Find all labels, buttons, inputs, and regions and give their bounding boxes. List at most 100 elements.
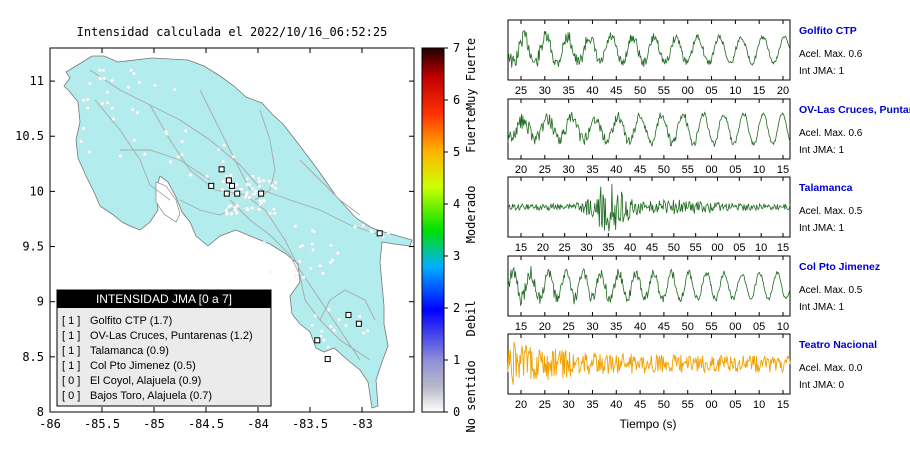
colorbar-tick-label: 4 — [453, 197, 460, 211]
station-marker — [376, 230, 383, 237]
seismogram-tick-label: 05 — [705, 85, 717, 97]
colorbar-class-label: Moderado — [464, 186, 478, 244]
seismogram-tick-label: 45 — [634, 164, 646, 176]
seismogram-tick-label: 00 — [682, 85, 694, 97]
station-dot — [337, 317, 341, 322]
seismogram-tick-label: 20 — [515, 164, 527, 176]
seismogram-tick-label: 05 — [729, 399, 741, 411]
seismogram-int: Int JMA: 1 — [799, 302, 844, 313]
seismogram-tick-label: 50 — [668, 242, 680, 254]
seismogram-tick-label: 20 — [515, 399, 527, 411]
station-dot — [256, 176, 261, 181]
seismogram-tick-label: 10 — [755, 242, 767, 254]
map-x-tick-label: -84 — [247, 417, 269, 431]
highlighted-stations — [208, 166, 383, 363]
legend-box — [56, 289, 272, 407]
seismogram-tick-label: 40 — [610, 164, 622, 176]
station-dot — [365, 328, 370, 333]
station-dot — [328, 260, 333, 265]
station-dot — [235, 211, 239, 215]
station-dot — [250, 206, 254, 210]
map-y-tick-label: 9 — [37, 295, 44, 309]
station-dot — [369, 228, 373, 233]
station-marker — [218, 166, 225, 173]
colorbar-tick-label: 2 — [453, 301, 460, 315]
seismogram-accel: Acel. Max. 0.5 — [799, 206, 863, 217]
colorbar-tick-label: 0 — [453, 405, 460, 419]
station-dot — [318, 263, 322, 268]
seismogram-tick-label: 25 — [539, 399, 551, 411]
legend-item-name: Talamanca (0.9) — [90, 345, 169, 357]
colorbar-class-label: Debil — [464, 300, 478, 336]
station-dot — [221, 179, 226, 184]
legend-item-jma: [ 0 ] — [62, 390, 80, 402]
seismogram-frame — [507, 19, 791, 81]
station-dot — [132, 71, 136, 76]
station-dot — [85, 106, 90, 110]
station-dot — [188, 173, 193, 177]
colorbar-tick-label: 3 — [453, 249, 460, 263]
seismogram-tick-label: 00 — [705, 164, 717, 176]
legend-item-jma: [ 0 ] — [62, 375, 80, 387]
station-dot — [110, 78, 115, 83]
colorbar-class-label: No sentido — [464, 360, 478, 432]
station-marker — [208, 182, 215, 189]
station-dot — [153, 83, 157, 88]
map-y-tick-label: 10 — [30, 184, 44, 198]
colorbar-tick-label: 7 — [453, 41, 460, 55]
legend-item-name: Bajos Toro, Alajuela (0.7) — [90, 390, 212, 402]
seismogram-tick-label: 10 — [729, 85, 741, 97]
seismogram-accel: Acel. Max. 0.6 — [799, 128, 863, 139]
station-dot — [308, 266, 313, 271]
station-dot — [216, 147, 221, 152]
station-dot — [335, 251, 340, 255]
seismogram-station-name: Col Pto Jimenez — [799, 261, 880, 273]
station-dot — [227, 204, 231, 209]
map-x-tick-label: -86 — [39, 417, 61, 431]
station-dot — [297, 259, 302, 264]
colorbar-tick-label: 6 — [453, 93, 460, 107]
seismogram-tick-label: 05 — [753, 321, 765, 333]
map-y-axis: 8 8.5 9 9.5 10 10.5 11 — [15, 74, 414, 419]
station-marker — [324, 356, 331, 363]
station-dot — [85, 97, 90, 102]
station-dot — [238, 187, 242, 192]
station-dot — [353, 225, 357, 229]
station-dot — [259, 200, 264, 205]
seismogram-xlabel: Tiempo (s) — [620, 417, 677, 431]
station-dot — [111, 117, 116, 121]
colorbar-tick-label: 1 — [453, 353, 460, 367]
station-marker — [258, 190, 265, 197]
station-dot — [262, 198, 266, 203]
station-dot — [231, 154, 236, 159]
station-dot — [132, 138, 137, 142]
seismogram-trace — [507, 29, 791, 68]
station-dot — [328, 324, 333, 329]
seismogram-tick-label: 40 — [610, 399, 622, 411]
station-dot — [81, 126, 86, 131]
colorbar-tick-label: 5 — [453, 145, 460, 159]
station-dot — [272, 207, 276, 211]
seismogram-tick-label: 55 — [682, 164, 694, 176]
station-dot — [229, 212, 234, 216]
legend-header — [57, 290, 271, 308]
seismogram-tick-label: 25 — [515, 85, 527, 97]
seismogram-panel: 15 20 25 30 35 40 45 50 55 00 05 10 Col Pto Jimenez A… — [507, 255, 880, 333]
seismogram-tick-label: 25 — [559, 242, 571, 254]
station-dot — [253, 191, 257, 196]
colorbar-class-label: Fuerte — [464, 110, 478, 153]
seismogram-panel: 25 30 35 40 45 50 55 00 05 10 15 20 Golfito CTP Acel.… — [507, 19, 863, 97]
station-dot — [135, 110, 140, 115]
station-dot — [105, 101, 110, 105]
station-dot — [322, 338, 326, 342]
station-dot — [295, 275, 300, 280]
intensity-colorbar: 0 1 2 3 4 5 6 7 No sentido Debil Moderado FuerteMu… — [421, 38, 478, 433]
seismogram-tick-label: 45 — [658, 321, 670, 333]
station-dot — [301, 275, 306, 280]
seismogram-panel: 20 25 30 35 40 45 50 55 00 05 10 15 OV-Las Cruces, P… — [507, 98, 910, 176]
seismogram-accel: Acel. Max. 0.5 — [799, 285, 863, 296]
seismogram-int: Int JMA: 0 — [799, 380, 844, 391]
seismogram-tick-label: 00 — [729, 321, 741, 333]
legend-item-jma: [ 1 ] — [62, 315, 80, 327]
